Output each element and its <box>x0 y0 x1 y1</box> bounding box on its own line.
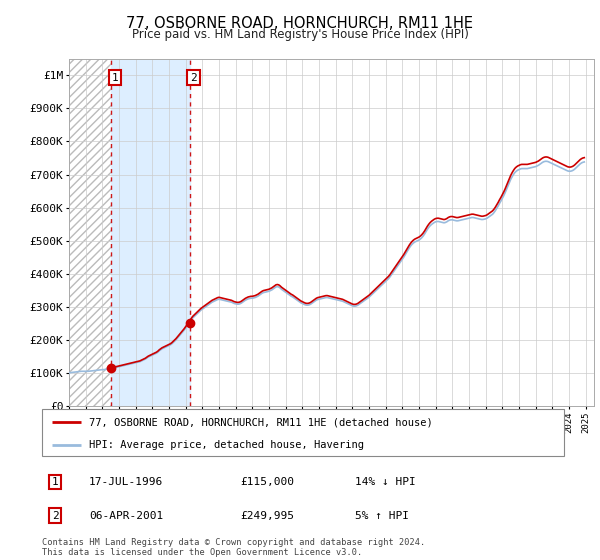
Text: 1: 1 <box>52 477 58 487</box>
Text: 5% ↑ HPI: 5% ↑ HPI <box>355 511 409 521</box>
Bar <box>112 59 190 406</box>
Text: 14% ↓ HPI: 14% ↓ HPI <box>355 477 416 487</box>
Text: HPI: Average price, detached house, Havering: HPI: Average price, detached house, Have… <box>89 440 364 450</box>
FancyBboxPatch shape <box>42 409 564 456</box>
Text: 77, OSBORNE ROAD, HORNCHURCH, RM11 1HE: 77, OSBORNE ROAD, HORNCHURCH, RM11 1HE <box>127 16 473 31</box>
Text: £249,995: £249,995 <box>241 511 295 521</box>
Text: 2: 2 <box>190 73 197 83</box>
Bar <box>69 59 112 406</box>
Text: 77, OSBORNE ROAD, HORNCHURCH, RM11 1HE (detached house): 77, OSBORNE ROAD, HORNCHURCH, RM11 1HE (… <box>89 417 433 427</box>
Text: 2: 2 <box>52 511 58 521</box>
Bar <box>69 59 112 406</box>
Text: 17-JUL-1996: 17-JUL-1996 <box>89 477 163 487</box>
Text: Contains HM Land Registry data © Crown copyright and database right 2024.
This d: Contains HM Land Registry data © Crown c… <box>42 538 425 557</box>
Text: 06-APR-2001: 06-APR-2001 <box>89 511 163 521</box>
Text: £115,000: £115,000 <box>241 477 295 487</box>
Text: Price paid vs. HM Land Registry's House Price Index (HPI): Price paid vs. HM Land Registry's House … <box>131 28 469 41</box>
Text: 1: 1 <box>112 73 118 83</box>
